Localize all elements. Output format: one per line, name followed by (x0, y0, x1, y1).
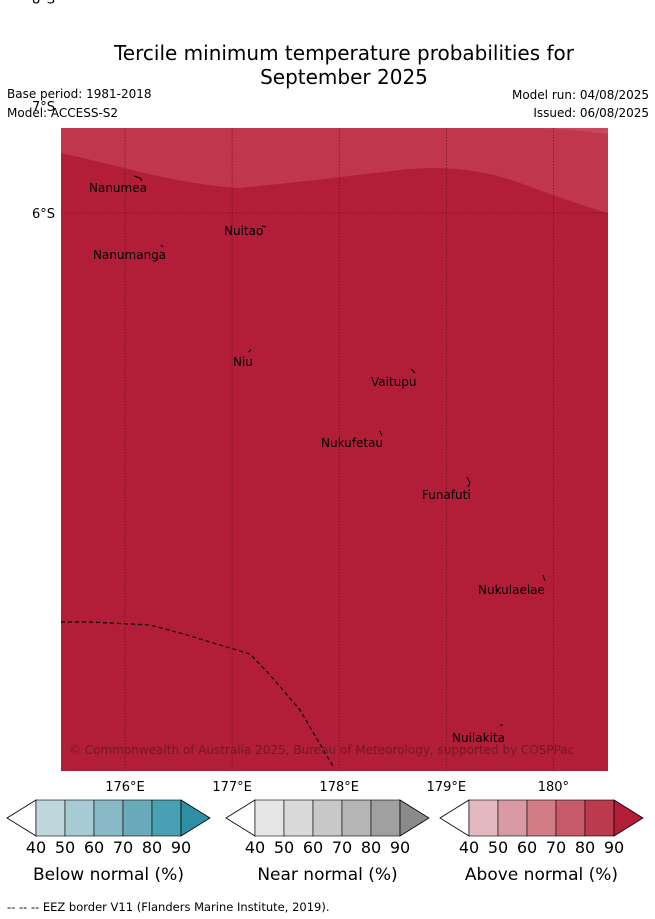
island-shape-nukulaelae (542, 574, 546, 582)
lat-tick-label: 8°S (32, 0, 55, 8)
model-run-label: Model run: 04/08/2025 (511, 88, 649, 102)
island-label-nuilakita: Nuilakita (452, 731, 505, 745)
colorbar-segment (151, 799, 182, 837)
island-label-nukufetau: Nukufetau (321, 436, 383, 450)
colorbar-high-extension (180, 799, 211, 837)
colorbar-tick-label: 90 (390, 838, 410, 857)
island-shape-nanumea (133, 175, 143, 182)
colorbar-segment (341, 799, 372, 837)
colorbar-title: Below normal (%) (33, 865, 184, 885)
colorbar-tick-label: 90 (604, 838, 624, 857)
island-label-vaitupu: Vaitupu (371, 375, 417, 389)
colorbar-low-extension (439, 799, 470, 837)
graticule (61, 128, 608, 771)
island-label-nanumanga: Nanumanga (93, 248, 166, 262)
colorbar-segment (254, 799, 285, 837)
lon-tick-label: 179°E (427, 780, 467, 795)
map-title: Tercile minimum temperature probabilitie… (0, 41, 655, 89)
island-label-niu: Niu (233, 355, 253, 369)
issued-label: Issued: 06/08/2025 (533, 106, 649, 120)
colorbar-segment (584, 799, 615, 837)
lon-tick-label: 176°E (105, 780, 145, 795)
colorbar-segment (312, 799, 343, 837)
colorbar-low-extension (225, 799, 256, 837)
base-period-label: Base period: 1981-2018 (7, 87, 152, 101)
island-shape-nukufetau (379, 430, 383, 437)
colorbar-tick-label: 70 (113, 838, 133, 857)
colorbar-tick-label: 40 (459, 838, 479, 857)
lat-tick-label: 7°S (32, 100, 55, 115)
colorbar-tick-label: 50 (55, 838, 75, 857)
region-above-normal-80 (61, 128, 608, 213)
colorbar-segment (370, 799, 401, 837)
colorbar-tick-label: 70 (546, 838, 566, 857)
colorbar-tick-label: 40 (245, 838, 265, 857)
longitude-tick-labels: 176°E 177°E 178°E 179°E 180° (105, 780, 569, 795)
copyright-text: © Commonwealth of Australia 2025, Bureau… (69, 743, 574, 757)
colorbar-high-extension (399, 799, 430, 837)
island-shape-nanumanga (160, 244, 164, 248)
colorbar-segment (497, 799, 528, 837)
region-above-normal-90 (61, 128, 608, 771)
region-above-normal-70 (540, 128, 608, 134)
colorbar-segment (468, 799, 499, 837)
colorbar-segment (93, 799, 124, 837)
colorbar-above-normal: 40 50 60 70 80 90 Above normal (%) (439, 799, 644, 885)
island-label-nuitao: Nuitao (224, 224, 263, 238)
lat-tick-label: 6°S (32, 207, 55, 222)
colorbar-tick-label: 50 (488, 838, 508, 857)
lon-tick-label: 178°E (319, 780, 359, 795)
lon-tick-label: 177°E (212, 780, 252, 795)
probability-field: Nanumea Nuitao Nanumanga Niu Vaitupu Nukufeta… (61, 128, 608, 771)
colorbar-legend: 40 50 60 70 80 90 Below normal (%) 40 50 60 70 80 90… (6, 799, 644, 885)
colorbar-segment (35, 799, 66, 837)
map-title-line2: September 2025 (260, 65, 428, 89)
island-label-nukulaelae: Nukulaelae (478, 583, 545, 597)
colorbar-tick-label: 50 (274, 838, 294, 857)
island-shape-vaitupu (410, 368, 416, 374)
colorbar-title: Above normal (%) (465, 865, 618, 885)
colorbar-segment (64, 799, 95, 837)
colorbar-tick-label: 60 (303, 838, 323, 857)
colorbar-title: Near normal (%) (257, 865, 397, 885)
eez-border-line (61, 621, 335, 769)
island-shape-funafuti (466, 476, 471, 488)
island-shape-nuitao (261, 225, 267, 228)
colorbar-tick-label: 80 (575, 838, 595, 857)
colorbar-tick-label: 90 (171, 838, 191, 857)
colorbar-segment (283, 799, 314, 837)
island-label-funafuti: Funafuti (422, 488, 471, 502)
colorbar-segment (555, 799, 586, 837)
colorbar-tick-label: 80 (361, 838, 381, 857)
colorbar-high-extension (613, 799, 644, 837)
lon-tick-label: 180° (538, 780, 569, 795)
colorbar-tick-label: 70 (332, 838, 352, 857)
colorbar-segment (526, 799, 557, 837)
island-label-nanumea: Nanumea (89, 181, 147, 195)
map-title-line1: Tercile minimum temperature probabilitie… (113, 41, 575, 65)
colorbar-tick-label: 60 (84, 838, 104, 857)
colorbar-tick-label: 60 (517, 838, 537, 857)
colorbar-tick-label: 80 (142, 838, 162, 857)
island-labels: Nanumea Nuitao Nanumanga Niu Vaitupu Nukufeta… (89, 181, 545, 745)
island-outlines (133, 175, 546, 726)
island-shape-niu (247, 349, 252, 353)
colorbar-below-normal: 40 50 60 70 80 90 Below normal (%) (6, 799, 211, 885)
latitude-tick-labels: 6°S7°S8°S9°S10°S (32, 0, 55, 222)
colorbar-tick-label: 40 (26, 838, 46, 857)
colorbar-low-extension (6, 799, 37, 837)
colorbar-near-normal: 40 50 60 70 80 90 Near normal (%) (225, 799, 430, 885)
colorbar-segment (122, 799, 153, 837)
eez-footnote: -- -- -- EEZ border V11 (Flanders Marine… (7, 900, 330, 914)
model-label: Model: ACCESS-S2 (7, 106, 119, 120)
